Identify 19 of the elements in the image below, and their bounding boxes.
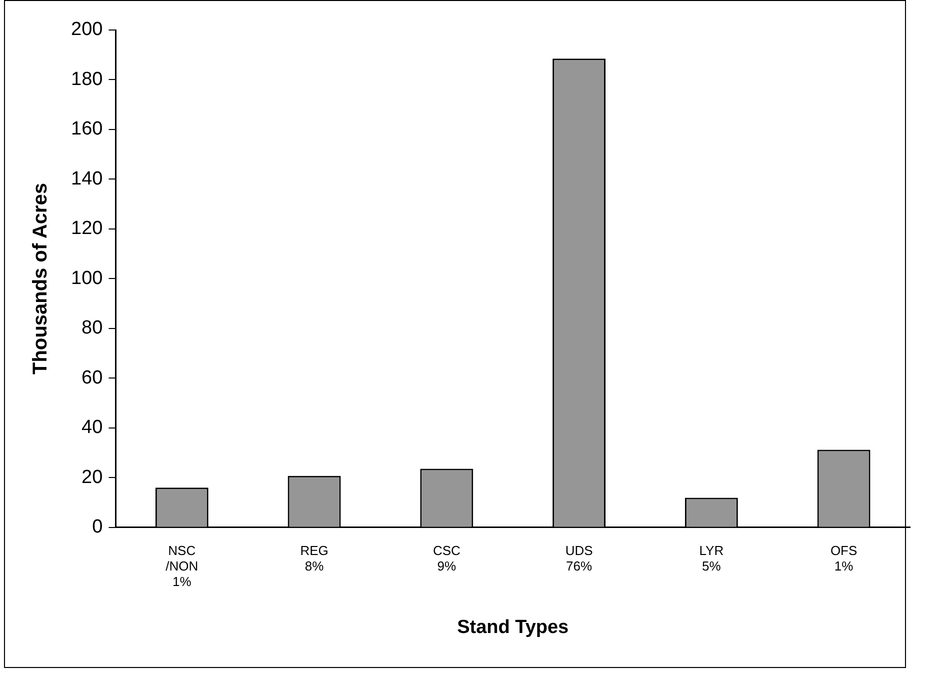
y-tick-label: 60 <box>82 367 103 388</box>
x-tick-label: CSC 9% <box>432 542 460 574</box>
y-tick-label: 100 <box>71 268 103 289</box>
y-tick-label: 160 <box>71 118 103 140</box>
x-tick-label: REG 8% <box>300 542 328 574</box>
y-tick-label: 0 <box>92 516 103 538</box>
y-tick-label: 140 <box>71 168 103 190</box>
y-tick-label: 40 <box>82 417 103 438</box>
y-tick-label: 80 <box>82 318 103 339</box>
x-tick-label: NSC /NON 1% <box>166 542 198 589</box>
y-tick-label: 20 <box>82 466 103 488</box>
y-tick-label: 200 <box>71 19 103 40</box>
x-axis-title: Stand Types <box>457 616 569 638</box>
x-tick-label: LYR 5% <box>699 542 724 574</box>
y-tick-label: 180 <box>71 68 103 90</box>
y-axis-title: Thousands of Acres <box>30 182 52 374</box>
y-tick-label: 120 <box>71 218 103 240</box>
x-tick-label: OFS 1% <box>830 542 858 574</box>
x-tick-label: UDS 76% <box>565 542 594 574</box>
